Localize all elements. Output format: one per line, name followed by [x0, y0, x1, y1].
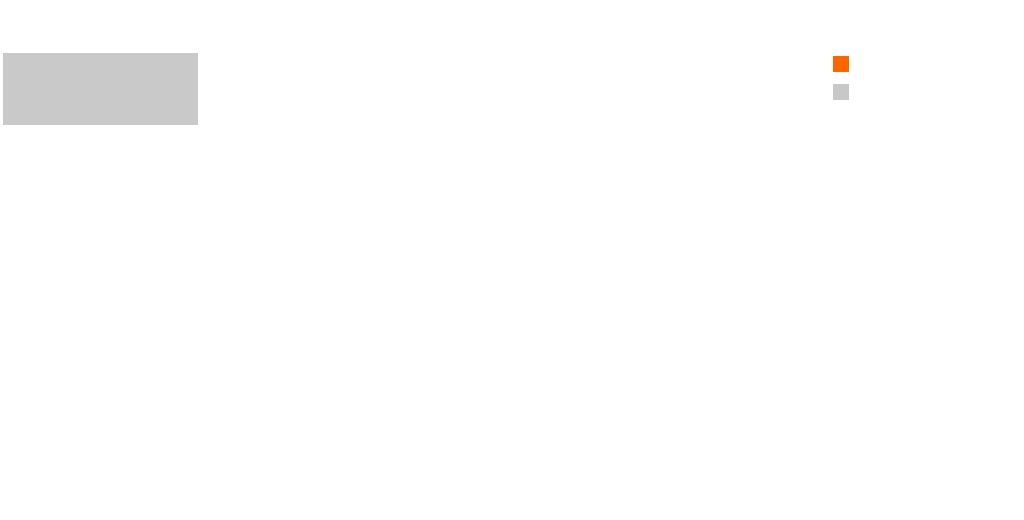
results-table — [3, 53, 782, 159]
legend-sd — [833, 84, 854, 100]
legend-mean — [833, 56, 854, 72]
legend-mean-swatch — [833, 56, 849, 72]
header-row-scale — [3, 53, 782, 125]
header-row-symbols — [3, 125, 782, 159]
legend-sd-swatch — [833, 84, 849, 100]
mean-sd-chart — [825, 118, 1024, 502]
header-blank — [3, 53, 198, 125]
header-blank-2 — [3, 125, 198, 159]
